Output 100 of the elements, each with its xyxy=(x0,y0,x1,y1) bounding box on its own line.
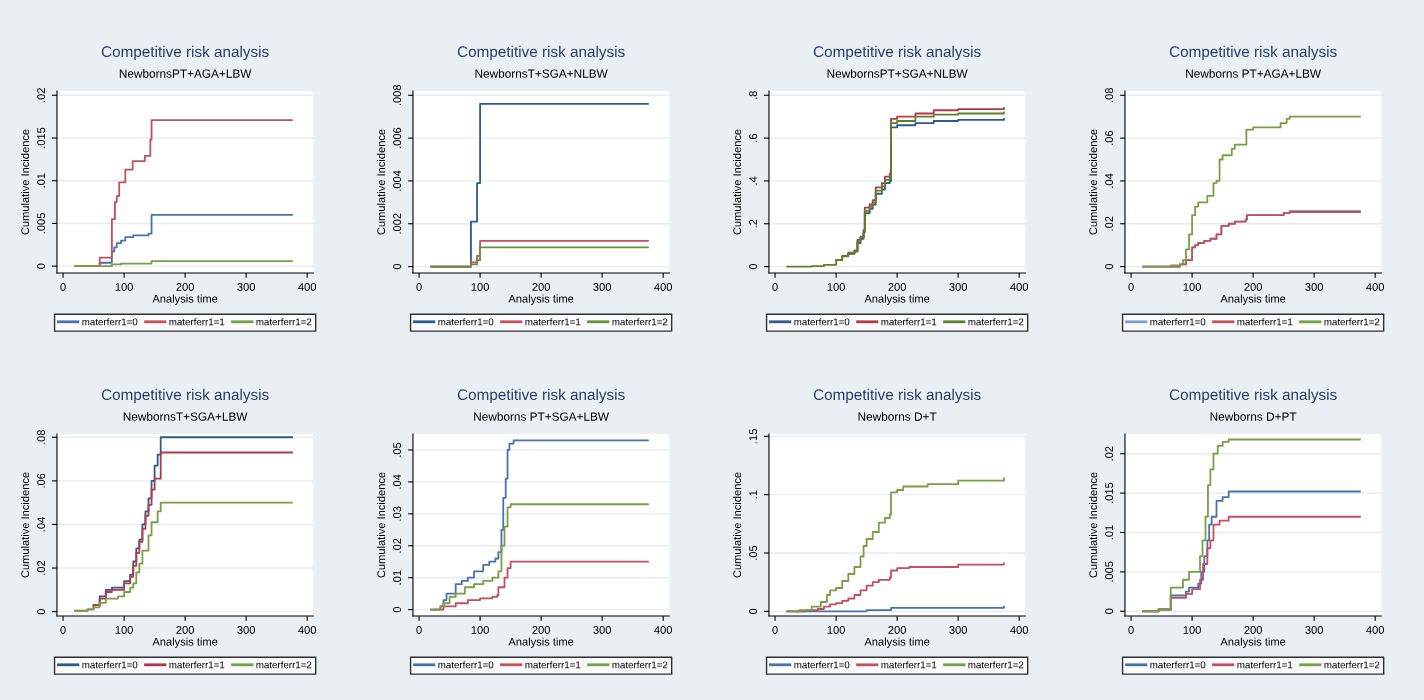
x-tick-label: 100 xyxy=(827,283,845,291)
y-tick-label: .02 xyxy=(1105,446,1114,461)
y-tick-label: 0 xyxy=(749,608,758,614)
legend-label: materferr1=1 xyxy=(525,318,581,326)
y-tick-label: .02 xyxy=(1105,216,1114,231)
x-tick-label: 0 xyxy=(1128,283,1134,291)
y-tick-label: .04 xyxy=(393,474,402,489)
y-tick-label: .15 xyxy=(749,429,758,444)
y-tick-label: .08 xyxy=(37,430,46,444)
x-tick-label: 300 xyxy=(593,283,611,291)
y-tick-label: 0 xyxy=(393,263,402,270)
y-axis-title: Cumulative Incidence xyxy=(20,129,30,235)
y-tick-label: .004 xyxy=(393,170,402,191)
x-tick-label: 100 xyxy=(827,626,845,634)
x-tick-label: 400 xyxy=(298,626,317,634)
x-tick-label: 400 xyxy=(298,283,317,291)
legend-label: materferr1=2 xyxy=(968,661,1024,669)
y-tick-label: .015 xyxy=(37,127,46,148)
x-tick-label: 0 xyxy=(60,283,66,291)
legend-label: materferr1=0 xyxy=(82,318,138,326)
legend-label: materferr1=1 xyxy=(169,661,225,669)
x-axis-title: Analysis time xyxy=(152,294,218,305)
legend-label: materferr1=0 xyxy=(1150,318,1206,326)
x-tick-label: 400 xyxy=(654,626,673,634)
x-tick-label: 100 xyxy=(471,626,489,634)
x-tick-label: 300 xyxy=(949,626,967,634)
x-tick-label: 0 xyxy=(1128,626,1134,634)
x-tick-label: 100 xyxy=(115,626,133,634)
y-tick-label: .8 xyxy=(749,91,758,99)
x-axis-title: Analysis time xyxy=(864,637,930,648)
legend-label: materferr1=1 xyxy=(169,318,225,326)
legend-label: materferr1=2 xyxy=(612,318,668,326)
x-axis-title: Analysis time xyxy=(508,294,574,305)
chart-title: Competitive risk analysis xyxy=(457,388,625,404)
chart-title: Competitive risk analysis xyxy=(1169,388,1337,404)
x-tick-label: 300 xyxy=(1305,283,1323,291)
y-tick-label: .02 xyxy=(393,538,402,553)
x-tick-label: 100 xyxy=(471,283,489,291)
x-tick-label: 300 xyxy=(237,626,255,634)
y-tick-label: .01 xyxy=(1105,525,1114,540)
y-tick-label: 0 xyxy=(1105,608,1114,614)
x-tick-label: 400 xyxy=(1366,283,1385,291)
y-tick-label: .005 xyxy=(1105,561,1114,582)
legend-label: materferr1=2 xyxy=(612,661,668,669)
chart-subtitle: NewbornsT+SGA+LBW xyxy=(123,412,248,421)
y-tick-label: .005 xyxy=(37,213,46,234)
y-axis-title: Cumulative Incidence xyxy=(1088,129,1098,235)
x-tick-label: 0 xyxy=(60,626,66,634)
y-tick-label: .04 xyxy=(1105,173,1114,188)
y-tick-label: 0 xyxy=(1105,263,1114,270)
legend-label: materferr1=2 xyxy=(256,318,312,326)
y-tick-label: .015 xyxy=(1105,482,1114,503)
chart-title: Competitive risk analysis xyxy=(813,388,981,404)
y-axis-title: Cumulative Incidence xyxy=(732,472,742,578)
x-tick-label: 300 xyxy=(949,283,967,291)
legend-label: materferr1=2 xyxy=(1324,318,1380,326)
legend-label: materferr1=0 xyxy=(438,661,494,669)
x-axis-title: Analysis time xyxy=(152,637,218,648)
y-axis-title: Cumulative Incidence xyxy=(376,129,386,235)
x-tick-label: 300 xyxy=(237,283,255,291)
chart-subtitle: Newborns PT+SGA+LBW xyxy=(474,412,609,421)
chart-subtitle: NewbornsPT+SGA+NLBW xyxy=(827,69,968,78)
chart-title: Competitive risk analysis xyxy=(1169,45,1337,61)
x-tick-label: 200 xyxy=(532,283,550,291)
chart-title: Competitive risk analysis xyxy=(813,45,981,61)
chart-subtitle: Newborns D+T xyxy=(858,412,937,421)
y-tick-label: .2 xyxy=(749,219,757,228)
y-tick-label: .03 xyxy=(393,506,402,521)
x-tick-label: 200 xyxy=(532,626,550,634)
x-tick-label: 100 xyxy=(1183,283,1201,291)
x-tick-label: 200 xyxy=(888,626,906,634)
chart-title: Competitive risk analysis xyxy=(101,45,269,61)
y-tick-label: 0 xyxy=(37,263,46,269)
legend-label: materferr1=0 xyxy=(794,318,850,326)
x-tick-label: 200 xyxy=(176,283,194,291)
chart-subtitle: Newborns D+PT xyxy=(1210,412,1297,421)
x-tick-label: 400 xyxy=(654,283,673,291)
y-axis-title: Cumulative Incidence xyxy=(376,472,386,578)
y-tick-label: 0 xyxy=(749,263,758,270)
y-tick-label: .01 xyxy=(393,570,402,585)
y-tick-label: .06 xyxy=(1105,130,1114,145)
x-tick-label: 0 xyxy=(416,626,422,634)
y-tick-label: .01 xyxy=(37,173,46,188)
y-tick-label: .1 xyxy=(749,490,757,499)
chart-subtitle: Newborns PT+AGA+LBW xyxy=(1186,69,1321,78)
x-axis-title: Analysis time xyxy=(864,294,930,305)
x-tick-label: 400 xyxy=(1366,626,1385,634)
x-tick-label: 100 xyxy=(115,283,133,291)
x-tick-label: 100 xyxy=(1183,626,1201,634)
legend-label: materferr1=1 xyxy=(881,318,937,326)
y-tick-label: .06 xyxy=(37,473,46,488)
y-tick-label: .008 xyxy=(393,84,402,106)
legend-label: materferr1=2 xyxy=(256,661,312,669)
y-tick-label: 0 xyxy=(37,608,46,615)
x-tick-label: 400 xyxy=(1010,283,1029,291)
y-axis-title: Cumulative Incidence xyxy=(20,472,30,578)
x-axis-title: Analysis time xyxy=(1220,294,1286,305)
x-tick-label: 0 xyxy=(416,283,422,291)
y-tick-label: .08 xyxy=(1105,88,1114,102)
legend-label: materferr1=0 xyxy=(1150,661,1206,669)
